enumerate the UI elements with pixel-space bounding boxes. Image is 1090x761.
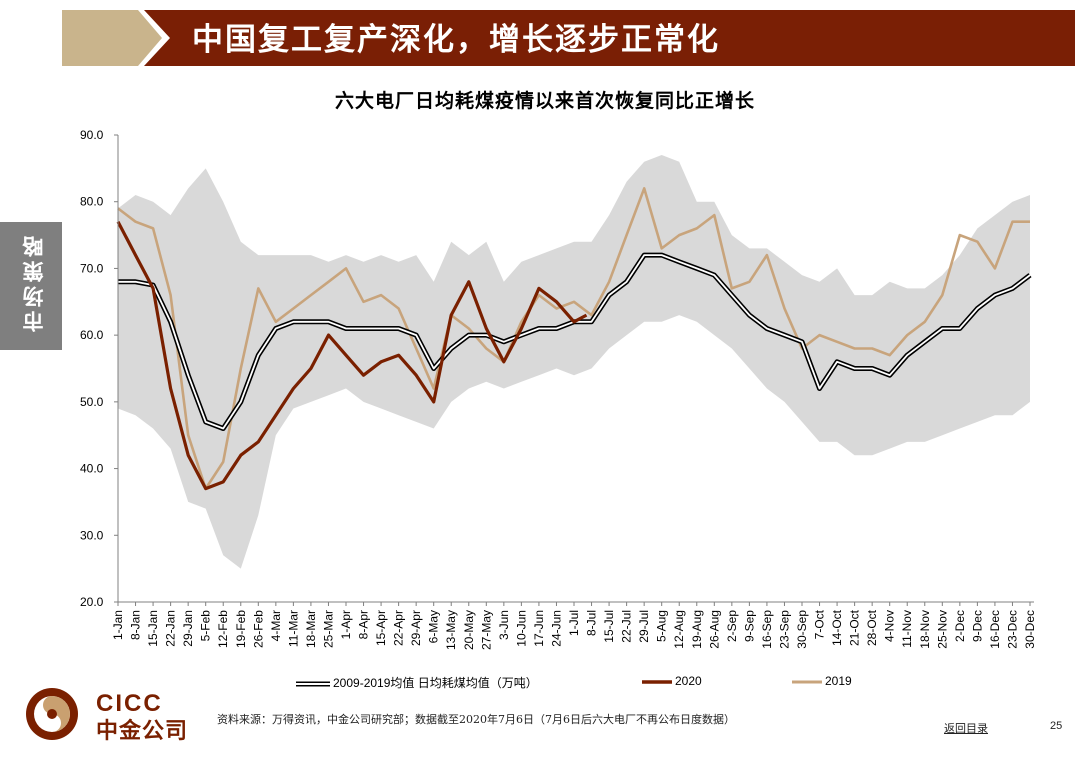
x-tick-label: 6-May	[427, 610, 441, 643]
line-chart: 20.0 30.0 40.0 50.0 60.0 70.0 80.0 90.0 1-Jan 8-J…	[80, 128, 1037, 650]
x-tick-label: 25-Nov	[935, 610, 949, 649]
side-tab	[0, 222, 62, 350]
x-tick-label: 26-Feb	[251, 610, 265, 648]
chart-title: 六大电厂日均耗煤疫情以来首次恢复同比正增长	[334, 90, 755, 112]
legend-swatch-2019	[792, 680, 822, 684]
chart-legend: 2009-2019均值 日均耗煤均值（万吨） 2020 2019	[0, 674, 1090, 694]
series-line-2019	[117, 187, 1030, 490]
x-tick-label: 1-Jul	[567, 610, 581, 636]
x-tick-label: 1-Jan	[111, 610, 125, 640]
series-line-2020	[116, 220, 588, 491]
logo-text-en: CICC	[96, 690, 163, 717]
x-tick-label: 20-May	[462, 610, 476, 650]
range-band	[118, 155, 1030, 569]
x-tick-label: 2-Sep	[725, 610, 739, 642]
legend-item-2020: 2020	[642, 674, 702, 688]
x-tick-label: 23-Sep	[777, 610, 791, 649]
y-tick-label: 90.0	[80, 128, 104, 142]
x-tick-label: 16-Dec	[988, 610, 1002, 649]
x-tick-label: 11-Nov	[900, 610, 914, 648]
x-tick-label: 30-Dec	[1023, 610, 1037, 649]
legend-label-avg: 2009-2019均值 日均耗煤均值（万吨）	[333, 676, 538, 690]
x-tick-label: 18-Mar	[304, 610, 318, 648]
x-tick-label: 12-Aug	[672, 610, 686, 649]
x-tick-label: 9-Sep	[742, 610, 756, 642]
x-tick-label: 30-Sep	[795, 610, 809, 649]
x-tick-label: 29-Jan	[181, 610, 195, 647]
legend-item-avg: 2009-2019均值 日均耗煤均值（万吨）	[296, 674, 538, 691]
y-tick-label: 80.0	[80, 195, 104, 209]
x-tick-label: 15-Jul	[602, 610, 616, 643]
y-tick-label: 70.0	[80, 261, 104, 275]
x-tick-label: 8-Apr	[357, 610, 371, 639]
x-tick-label: 24-Jun	[549, 610, 563, 647]
x-tick-label: 4-Nov	[883, 610, 897, 642]
legend-label-2019: 2019	[825, 674, 852, 688]
x-tick-label: 8-Jan	[129, 610, 143, 640]
x-tick-label: 19-Feb	[234, 610, 248, 648]
x-tick-label: 5-Feb	[199, 610, 213, 642]
x-tick-label: 5-Aug	[655, 610, 669, 642]
y-tick-label: 30.0	[80, 528, 104, 542]
legend-item-2019: 2019	[792, 674, 852, 688]
x-tick-label: 29-Jul	[637, 610, 651, 643]
page-number: 25	[1050, 720, 1063, 732]
x-tick-label: 29-Apr	[409, 610, 423, 646]
x-tick-label: 23-Dec	[1005, 610, 1019, 649]
y-tick-label: 50.0	[80, 395, 104, 409]
source-note: 资料来源：万得资讯，中金公司研究部；数据截至2020年7月6日（7月6日后六大电…	[217, 713, 735, 726]
logo-text-cn: 中金公司	[96, 719, 189, 744]
x-tick-label: 4-Mar	[269, 610, 283, 641]
x-tick-label: 14-Oct	[830, 609, 844, 646]
x-tick-label: 17-Jun	[532, 610, 546, 647]
x-tick-label: 2-Dec	[953, 610, 967, 642]
y-tick-label: 40.0	[80, 462, 104, 476]
banner-red-band	[144, 10, 1075, 66]
x-tick-label: 22-Jan	[164, 610, 178, 647]
x-tick-label: 10-Jun	[514, 610, 528, 647]
x-tick-label: 27-May	[479, 610, 493, 650]
legend-swatch-2020	[642, 680, 672, 684]
x-tick-label: 19-Aug	[690, 610, 704, 649]
x-tick-label: 26-Aug	[707, 610, 721, 649]
cicc-logo-icon	[26, 688, 78, 740]
back-to-contents-link[interactable]: 返回目录	[944, 722, 988, 735]
page-title: 中国复工复产深化，增长逐步正常化	[192, 22, 720, 58]
x-tick-label: 15-Jan	[146, 610, 160, 647]
x-tick-label: 28-Oct	[865, 609, 879, 646]
x-tick-label: 21-Oct	[848, 609, 862, 646]
range-band-group	[118, 155, 1030, 569]
x-tick-label: 18-Nov	[918, 610, 932, 649]
legend-swatch-avg	[296, 681, 330, 687]
x-tick-label: 12-Feb	[216, 610, 230, 648]
banner-tan-chevron	[62, 10, 162, 66]
x-tick-label: 7-Oct	[813, 609, 827, 639]
x-tick-label: 25-Mar	[321, 610, 335, 648]
y-tick-label: 60.0	[80, 328, 104, 342]
x-tick-label: 22-Jul	[620, 610, 634, 643]
axes-group: 20.0 30.0 40.0 50.0 60.0 70.0 80.0 90.0 1-Jan 8-J…	[80, 128, 1037, 650]
x-tick-label: 16-Sep	[760, 610, 774, 649]
x-tick-label: 8-Jul	[585, 610, 599, 636]
x-tick-label: 3-Jun	[497, 610, 511, 640]
series-lines-group	[116, 187, 1032, 491]
legend-label-2020: 2020	[675, 674, 702, 688]
x-tick-label: 1-Apr	[339, 610, 353, 639]
x-tick-label: 13-May	[444, 610, 458, 650]
x-tick-label: 15-Apr	[374, 610, 388, 646]
x-tick-label: 11-Mar	[286, 610, 300, 647]
header-banner	[62, 10, 1075, 66]
x-tick-label: 9-Dec	[970, 610, 984, 642]
x-tick-label: 22-Apr	[392, 610, 406, 646]
y-tick-label: 20.0	[80, 595, 104, 609]
